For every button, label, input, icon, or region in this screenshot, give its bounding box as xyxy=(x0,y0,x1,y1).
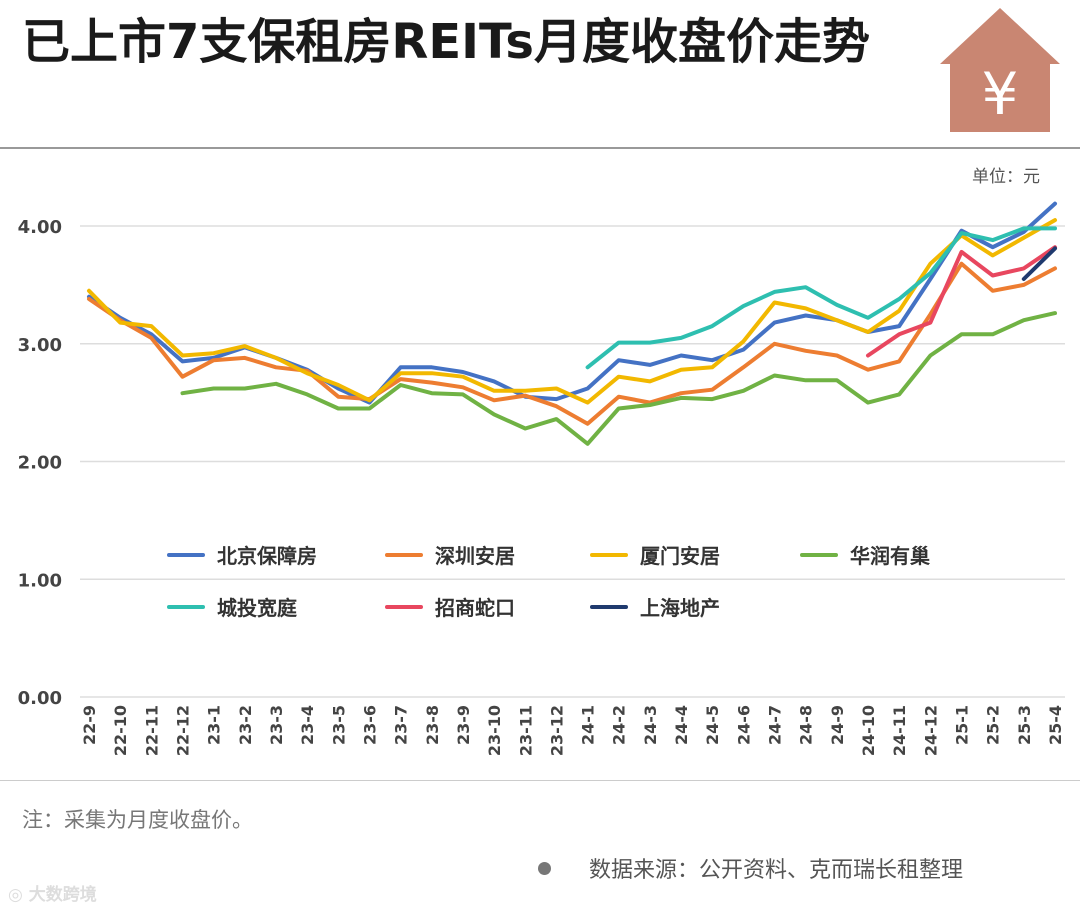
line-chart: 0.00 1.00 2.00 3.00 4.00 22-9 22-10 22-11 22-12 2… xyxy=(18,201,1065,756)
x-tick-label: 24-1 xyxy=(579,705,598,745)
x-tick-label: 24-4 xyxy=(672,705,691,745)
x-tick-label: 23-12 xyxy=(547,705,566,756)
footnote: 注：采集为月度收盘价。 xyxy=(22,808,253,832)
legend-swatch xyxy=(800,552,838,557)
legend-item: 华润有巢 xyxy=(800,540,930,569)
x-tick-label: 23-6 xyxy=(360,705,379,745)
x-tick-label: 25-2 xyxy=(984,705,1003,745)
x-tick-label: 23-4 xyxy=(298,705,317,745)
x-tick-label: 23-2 xyxy=(236,705,255,745)
x-tick-label: 24-7 xyxy=(766,705,785,745)
x-tick-label: 25-3 xyxy=(1015,705,1034,745)
source-text: 数据来源：公开资料、克而瑞长租整理 xyxy=(589,858,964,883)
series-line-厦门安居 xyxy=(87,218,1057,405)
x-tick-label: 23-1 xyxy=(205,705,224,745)
legend-label: 北京保障房 xyxy=(217,544,317,568)
x-tick-label: 23-8 xyxy=(423,705,442,745)
x-tick-label: 25-4 xyxy=(1046,705,1065,745)
x-tick-label: 24-3 xyxy=(641,705,660,745)
legend-label: 华润有巢 xyxy=(850,544,930,568)
x-tick-label: 24-5 xyxy=(703,705,722,745)
legend-item: 招商蛇口 xyxy=(385,592,515,621)
divider xyxy=(0,147,1080,149)
x-tick-label: 24-8 xyxy=(797,705,816,745)
legend-label: 招商蛇口 xyxy=(435,596,515,620)
y-tick-label: 4.00 xyxy=(18,217,62,238)
x-tick-label: 22-10 xyxy=(111,705,130,756)
x-tick-label: 25-1 xyxy=(953,705,972,745)
x-tick-label: 23-9 xyxy=(454,705,473,745)
page-title: 已上市7支保租房REITs月度收盘价走势 xyxy=(22,14,870,70)
x-tick-label: 23-7 xyxy=(392,705,411,745)
unit-label: 单位：元 xyxy=(972,167,1040,187)
x-tick-label: 24-10 xyxy=(859,705,878,756)
series-line-深圳安居 xyxy=(87,261,1057,426)
legend-item: 北京保障房 xyxy=(167,540,317,569)
x-tick-label: 22-11 xyxy=(142,705,161,756)
x-tick-label: 23-3 xyxy=(267,705,286,745)
legend-item: 城投宽庭 xyxy=(167,592,297,621)
series-line-城投宽庭 xyxy=(585,226,1057,370)
y-tick-label: 3.00 xyxy=(18,335,62,356)
legend-item: 深圳安居 xyxy=(385,540,515,569)
x-tick-label: 24-6 xyxy=(734,705,753,745)
source-note: 数据来源：公开资料、克而瑞长租整理 xyxy=(538,852,963,884)
y-tick-label: 0.00 xyxy=(18,688,62,709)
series-line-上海地产 xyxy=(1021,246,1057,281)
x-tick-label: 23-11 xyxy=(516,705,535,756)
y-tick-label: 1.00 xyxy=(18,570,62,591)
x-tick-label: 24-9 xyxy=(828,705,847,745)
series-line-北京保障房 xyxy=(87,201,1057,405)
x-tick-label: 23-5 xyxy=(329,705,348,745)
legend-swatch xyxy=(590,604,628,609)
x-tick-label: 24-11 xyxy=(890,705,909,756)
legend-label: 深圳安居 xyxy=(435,544,515,568)
x-tick-label: 24-12 xyxy=(921,705,940,756)
legend-swatch xyxy=(385,552,423,557)
legend-item: 厦门安居 xyxy=(590,540,720,569)
legend-label: 上海地产 xyxy=(640,596,720,620)
legend-swatch xyxy=(590,552,628,557)
legend-swatch xyxy=(167,604,205,609)
bullet-icon xyxy=(538,861,551,875)
divider xyxy=(0,780,1080,781)
legend-label: 厦门安居 xyxy=(640,544,720,568)
series-line-华润有巢 xyxy=(180,311,1057,446)
house-yen-icon: ¥ xyxy=(940,8,1060,132)
legend-swatch xyxy=(167,552,205,557)
logo: ◎ 大数跨境 xyxy=(8,885,97,905)
series-line-招商蛇口 xyxy=(866,245,1057,358)
yen-symbol: ¥ xyxy=(982,60,1019,128)
y-tick-label: 2.00 xyxy=(18,453,62,474)
x-tick-label: 24-2 xyxy=(610,705,629,745)
x-tick-label: 22-9 xyxy=(80,705,99,745)
legend-item: 上海地产 xyxy=(590,592,720,621)
x-tick-label: 22-12 xyxy=(173,705,192,756)
x-tick-label: 23-10 xyxy=(485,705,504,756)
legend-label: 城投宽庭 xyxy=(217,596,297,620)
logo-text: 大数跨境 xyxy=(28,885,97,905)
legend-swatch xyxy=(385,604,423,609)
